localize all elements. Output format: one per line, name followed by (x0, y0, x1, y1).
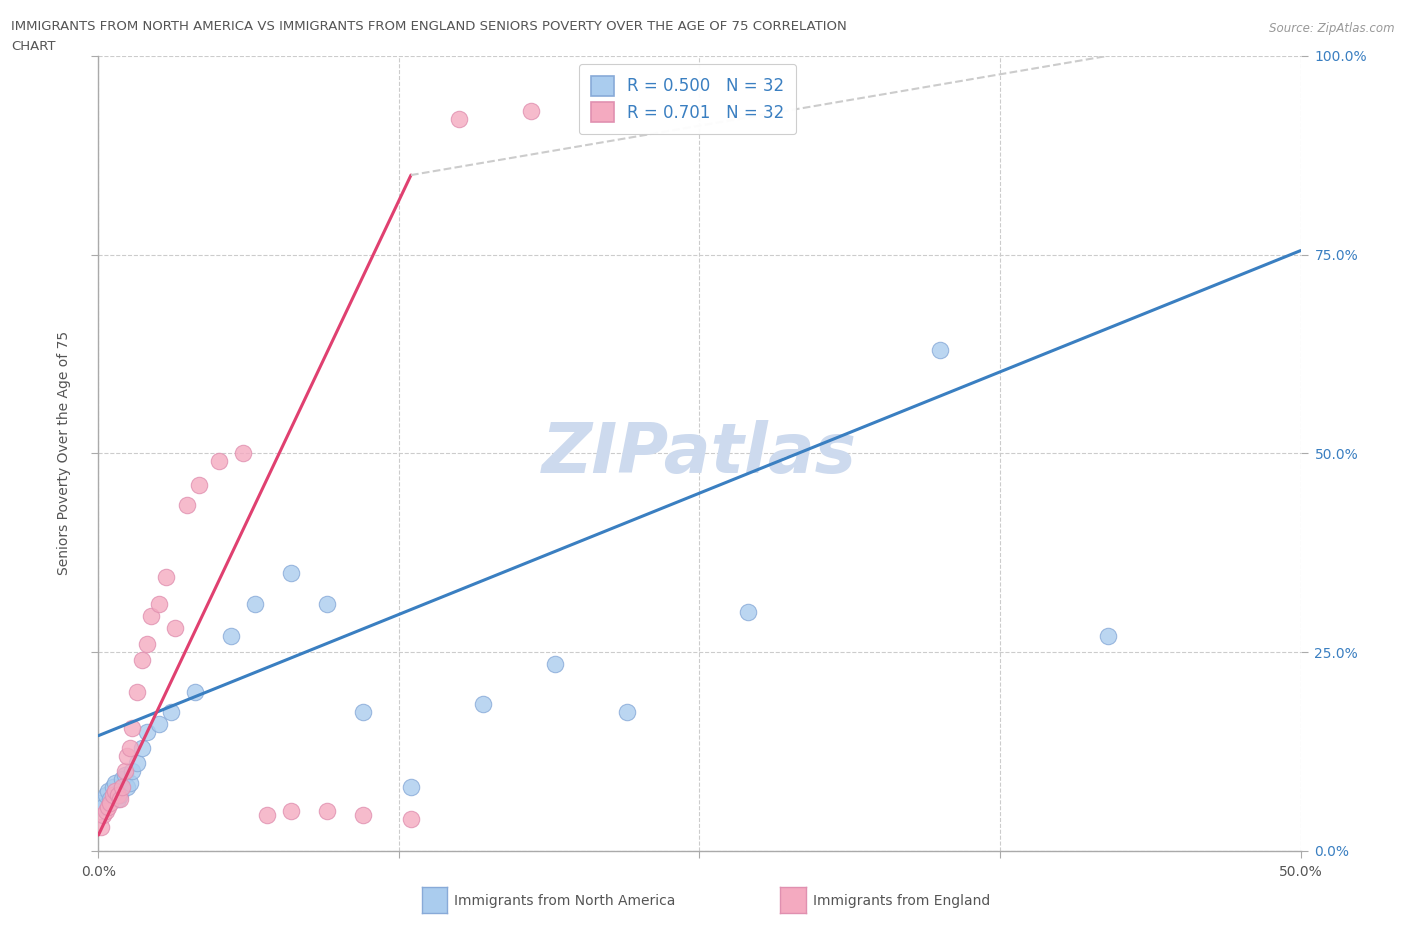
Text: IMMIGRANTS FROM NORTH AMERICA VS IMMIGRANTS FROM ENGLAND SENIORS POVERTY OVER TH: IMMIGRANTS FROM NORTH AMERICA VS IMMIGRA… (11, 20, 846, 33)
Point (101, 788, 124, 803)
Point (118, 740, 141, 755)
Text: CHART: CHART (11, 40, 56, 53)
Point (148, 716, 170, 731)
Point (114, 764, 136, 779)
Point (315, 597, 337, 612)
Point (125, 756, 148, 771)
Point (472, 697, 495, 711)
Y-axis label: Seniors Poverty Over the Age of 75: Seniors Poverty Over the Age of 75 (56, 331, 70, 576)
Point (159, 704, 181, 719)
Point (232, 446, 254, 461)
Point (100, 791, 122, 806)
Point (280, 804, 302, 818)
Point (352, 808, 374, 823)
Point (447, 112, 470, 126)
Point (104, 776, 127, 790)
Point (100, 796, 122, 811)
Point (125, 684, 148, 699)
Point (111, 772, 134, 787)
Point (135, 637, 157, 652)
Point (135, 724, 157, 739)
Point (280, 565, 302, 580)
Legend: R = 0.500   N = 32, R = 0.701   N = 32: R = 0.500 N = 32, R = 0.701 N = 32 (579, 64, 796, 134)
Point (141, 609, 163, 624)
Point (101, 780, 124, 795)
Point (737, 605, 759, 620)
Point (91, 800, 114, 815)
Point (243, 597, 266, 612)
Point (165, 621, 187, 636)
Point (219, 629, 242, 644)
Point (118, 776, 141, 790)
Point (155, 569, 177, 584)
Point (111, 780, 134, 795)
Point (117, 748, 139, 763)
Point (352, 704, 374, 719)
Point (91, 808, 114, 823)
Point (176, 498, 198, 512)
Point (315, 804, 337, 818)
Point (94, 788, 117, 803)
Point (90, 819, 112, 834)
Text: Immigrants from England: Immigrants from England (813, 894, 990, 909)
Point (928, 342, 950, 357)
Point (104, 784, 127, 799)
Point (94, 804, 117, 818)
Point (131, 740, 153, 755)
Point (399, 812, 422, 827)
Point (148, 597, 170, 612)
Point (616, 704, 638, 719)
Point (1097, 629, 1119, 644)
Point (114, 768, 136, 783)
Point (208, 454, 231, 469)
Point (97, 800, 120, 815)
Point (131, 653, 153, 668)
Point (108, 788, 131, 803)
Point (188, 478, 211, 493)
Point (107, 791, 129, 806)
Point (399, 780, 422, 795)
Point (97, 784, 120, 799)
Point (256, 808, 278, 823)
Point (121, 720, 143, 735)
Point (117, 780, 139, 795)
Text: ZIPatlas: ZIPatlas (541, 419, 858, 487)
Point (108, 791, 131, 806)
Point (544, 657, 567, 671)
Point (121, 764, 143, 779)
Text: Source: ZipAtlas.com: Source: ZipAtlas.com (1270, 22, 1395, 35)
Point (520, 104, 543, 119)
Point (107, 788, 129, 803)
Point (90, 796, 112, 811)
Point (183, 684, 205, 699)
Text: Immigrants from North America: Immigrants from North America (454, 894, 675, 909)
